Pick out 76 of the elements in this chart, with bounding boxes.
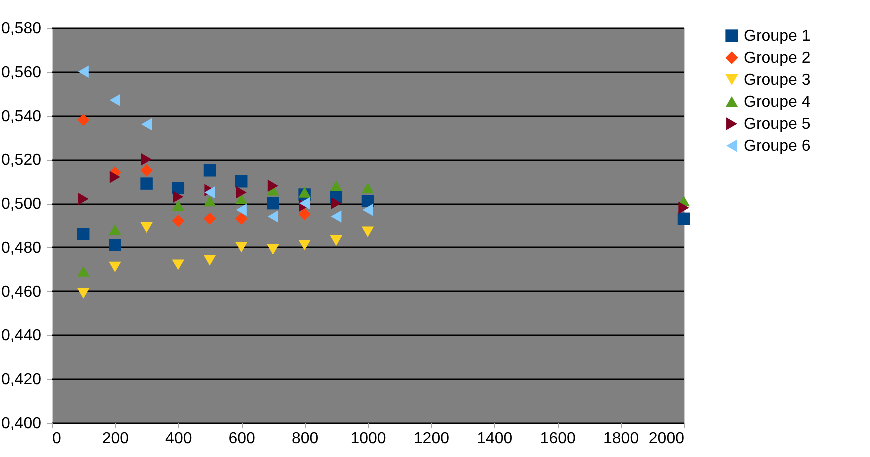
legend-label: Groupe 3 [744, 72, 811, 89]
point [362, 195, 374, 208]
point [78, 66, 89, 78]
x-tick-label: 2000 [648, 430, 685, 448]
point [140, 178, 153, 190]
point [268, 180, 279, 192]
y-tick-label: 0,500 [1, 196, 42, 214]
point [109, 224, 122, 236]
point [140, 164, 153, 177]
point [678, 212, 690, 226]
point [204, 212, 216, 226]
y-tick-label: 0,400 [1, 416, 42, 432]
x-tick-label: 200 [102, 430, 130, 448]
point [298, 240, 311, 251]
point [678, 202, 690, 214]
y-tick-label: 0,460 [1, 284, 42, 301]
point [299, 197, 310, 210]
point [78, 193, 89, 206]
point [235, 194, 248, 204]
point [172, 200, 185, 212]
point [235, 212, 248, 226]
y-tick-label: 0,480 [1, 240, 42, 257]
point [141, 154, 152, 166]
point [77, 114, 90, 126]
point [172, 260, 185, 270]
point [109, 239, 122, 252]
point [330, 180, 343, 192]
legend-label: Groupe 2 [744, 50, 811, 67]
y-tick-label: 0,540 [1, 108, 42, 126]
point [77, 288, 90, 299]
point [204, 164, 216, 177]
point [267, 244, 280, 255]
point [204, 255, 216, 266]
point [77, 228, 90, 240]
point [110, 171, 121, 184]
x-tick-label: 1800 [604, 430, 640, 448]
x-tick-label: 800 [292, 430, 319, 448]
y-tick-label: 0,580 [1, 20, 42, 38]
x-tick-label: 1600 [540, 430, 576, 448]
point [236, 186, 247, 199]
point [235, 242, 248, 253]
point [204, 196, 216, 207]
point [362, 226, 374, 238]
legend-label: Groupe 4 [744, 94, 811, 111]
point [362, 204, 374, 216]
x-tick-label: 1000 [350, 430, 386, 448]
point [268, 210, 279, 223]
legend-label: Groupe 6 [744, 138, 811, 155]
point [172, 214, 185, 228]
point [77, 266, 90, 277]
x-tick-label: 1200 [414, 430, 450, 448]
legend-label: Groupe 5 [744, 116, 811, 133]
point [331, 197, 342, 210]
y-tick-label: 0,420 [1, 372, 42, 389]
point [141, 118, 152, 131]
point [330, 236, 343, 246]
x-tick-label: 1400 [477, 430, 513, 448]
y-tick-label: 0,560 [1, 64, 42, 82]
point [362, 182, 374, 194]
y-tick-label: 0,520 [1, 152, 42, 170]
point [331, 210, 342, 223]
x-tick-label: 600 [228, 430, 256, 448]
point [236, 204, 247, 216]
point [172, 182, 185, 194]
point [235, 175, 248, 188]
point [109, 262, 122, 272]
point [267, 197, 280, 210]
point [110, 94, 121, 107]
point [298, 187, 311, 198]
point [173, 190, 184, 204]
x-tick-label: 0 [52, 430, 62, 448]
x-tick-label: 400 [166, 430, 192, 448]
y-tick-label: 0,440 [1, 328, 42, 345]
point [298, 208, 311, 221]
point [140, 222, 153, 233]
legend-label: Groupe 1 [744, 28, 811, 45]
